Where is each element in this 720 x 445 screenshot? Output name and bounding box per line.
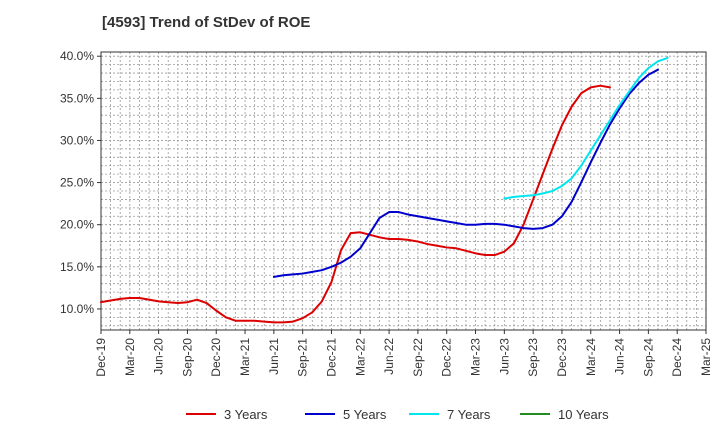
x-tick-label: Sep-22 — [411, 338, 425, 377]
y-tick-label: 30.0% — [60, 133, 94, 147]
x-tick-label: Mar-22 — [353, 338, 367, 376]
x-tick-label: Mar-21 — [238, 338, 252, 376]
x-tick-label: Dec-20 — [209, 338, 223, 377]
y-tick-label: 35.0% — [60, 91, 94, 105]
x-tick-label: Dec-22 — [440, 338, 454, 377]
chart-title: [4593] Trend of StDev of ROE — [102, 14, 311, 31]
plot-frame — [100, 51, 707, 331]
x-tick-label: Sep-21 — [296, 338, 310, 377]
x-tick-label: Mar-25 — [699, 338, 713, 376]
x-tick-label: Mar-24 — [584, 338, 598, 376]
x-tick-label: Jun-24 — [613, 338, 627, 375]
x-tick-label: Dec-21 — [324, 338, 338, 377]
y-tick-label: 10.0% — [60, 302, 94, 316]
x-tick-label: Jun-23 — [497, 338, 511, 375]
y-tick-label: 25.0% — [60, 176, 94, 190]
x-tick-label: Sep-23 — [526, 338, 540, 377]
x-tick-label: Dec-23 — [555, 338, 569, 377]
series-line-5-years — [272, 68, 659, 278]
y-tick-label: 40.0% — [60, 49, 94, 63]
y-tick-label: 15.0% — [60, 260, 94, 274]
y-tick-label: 20.0% — [60, 218, 94, 232]
series-line-7-years — [503, 56, 669, 200]
x-tick-label: Sep-20 — [180, 338, 194, 377]
x-tick-label: Sep-24 — [641, 338, 655, 377]
x-tick-label: Mar-23 — [469, 338, 483, 376]
x-tick-label: Jun-21 — [267, 338, 281, 375]
series-line-3-years — [100, 84, 611, 324]
x-tick-label: Dec-19 — [94, 338, 108, 377]
x-tick-label: Mar-20 — [123, 338, 137, 376]
x-tick-label: Dec-24 — [670, 338, 684, 377]
legend-label: 5 Years — [343, 407, 387, 422]
legend-label: 10 Years — [558, 407, 609, 422]
legend-label: 7 Years — [447, 407, 491, 422]
x-tick-label: Jun-20 — [152, 338, 166, 375]
x-tick-label: Jun-22 — [382, 338, 396, 375]
plot-area — [101, 52, 706, 330]
legend-label: 3 Years — [224, 407, 268, 422]
